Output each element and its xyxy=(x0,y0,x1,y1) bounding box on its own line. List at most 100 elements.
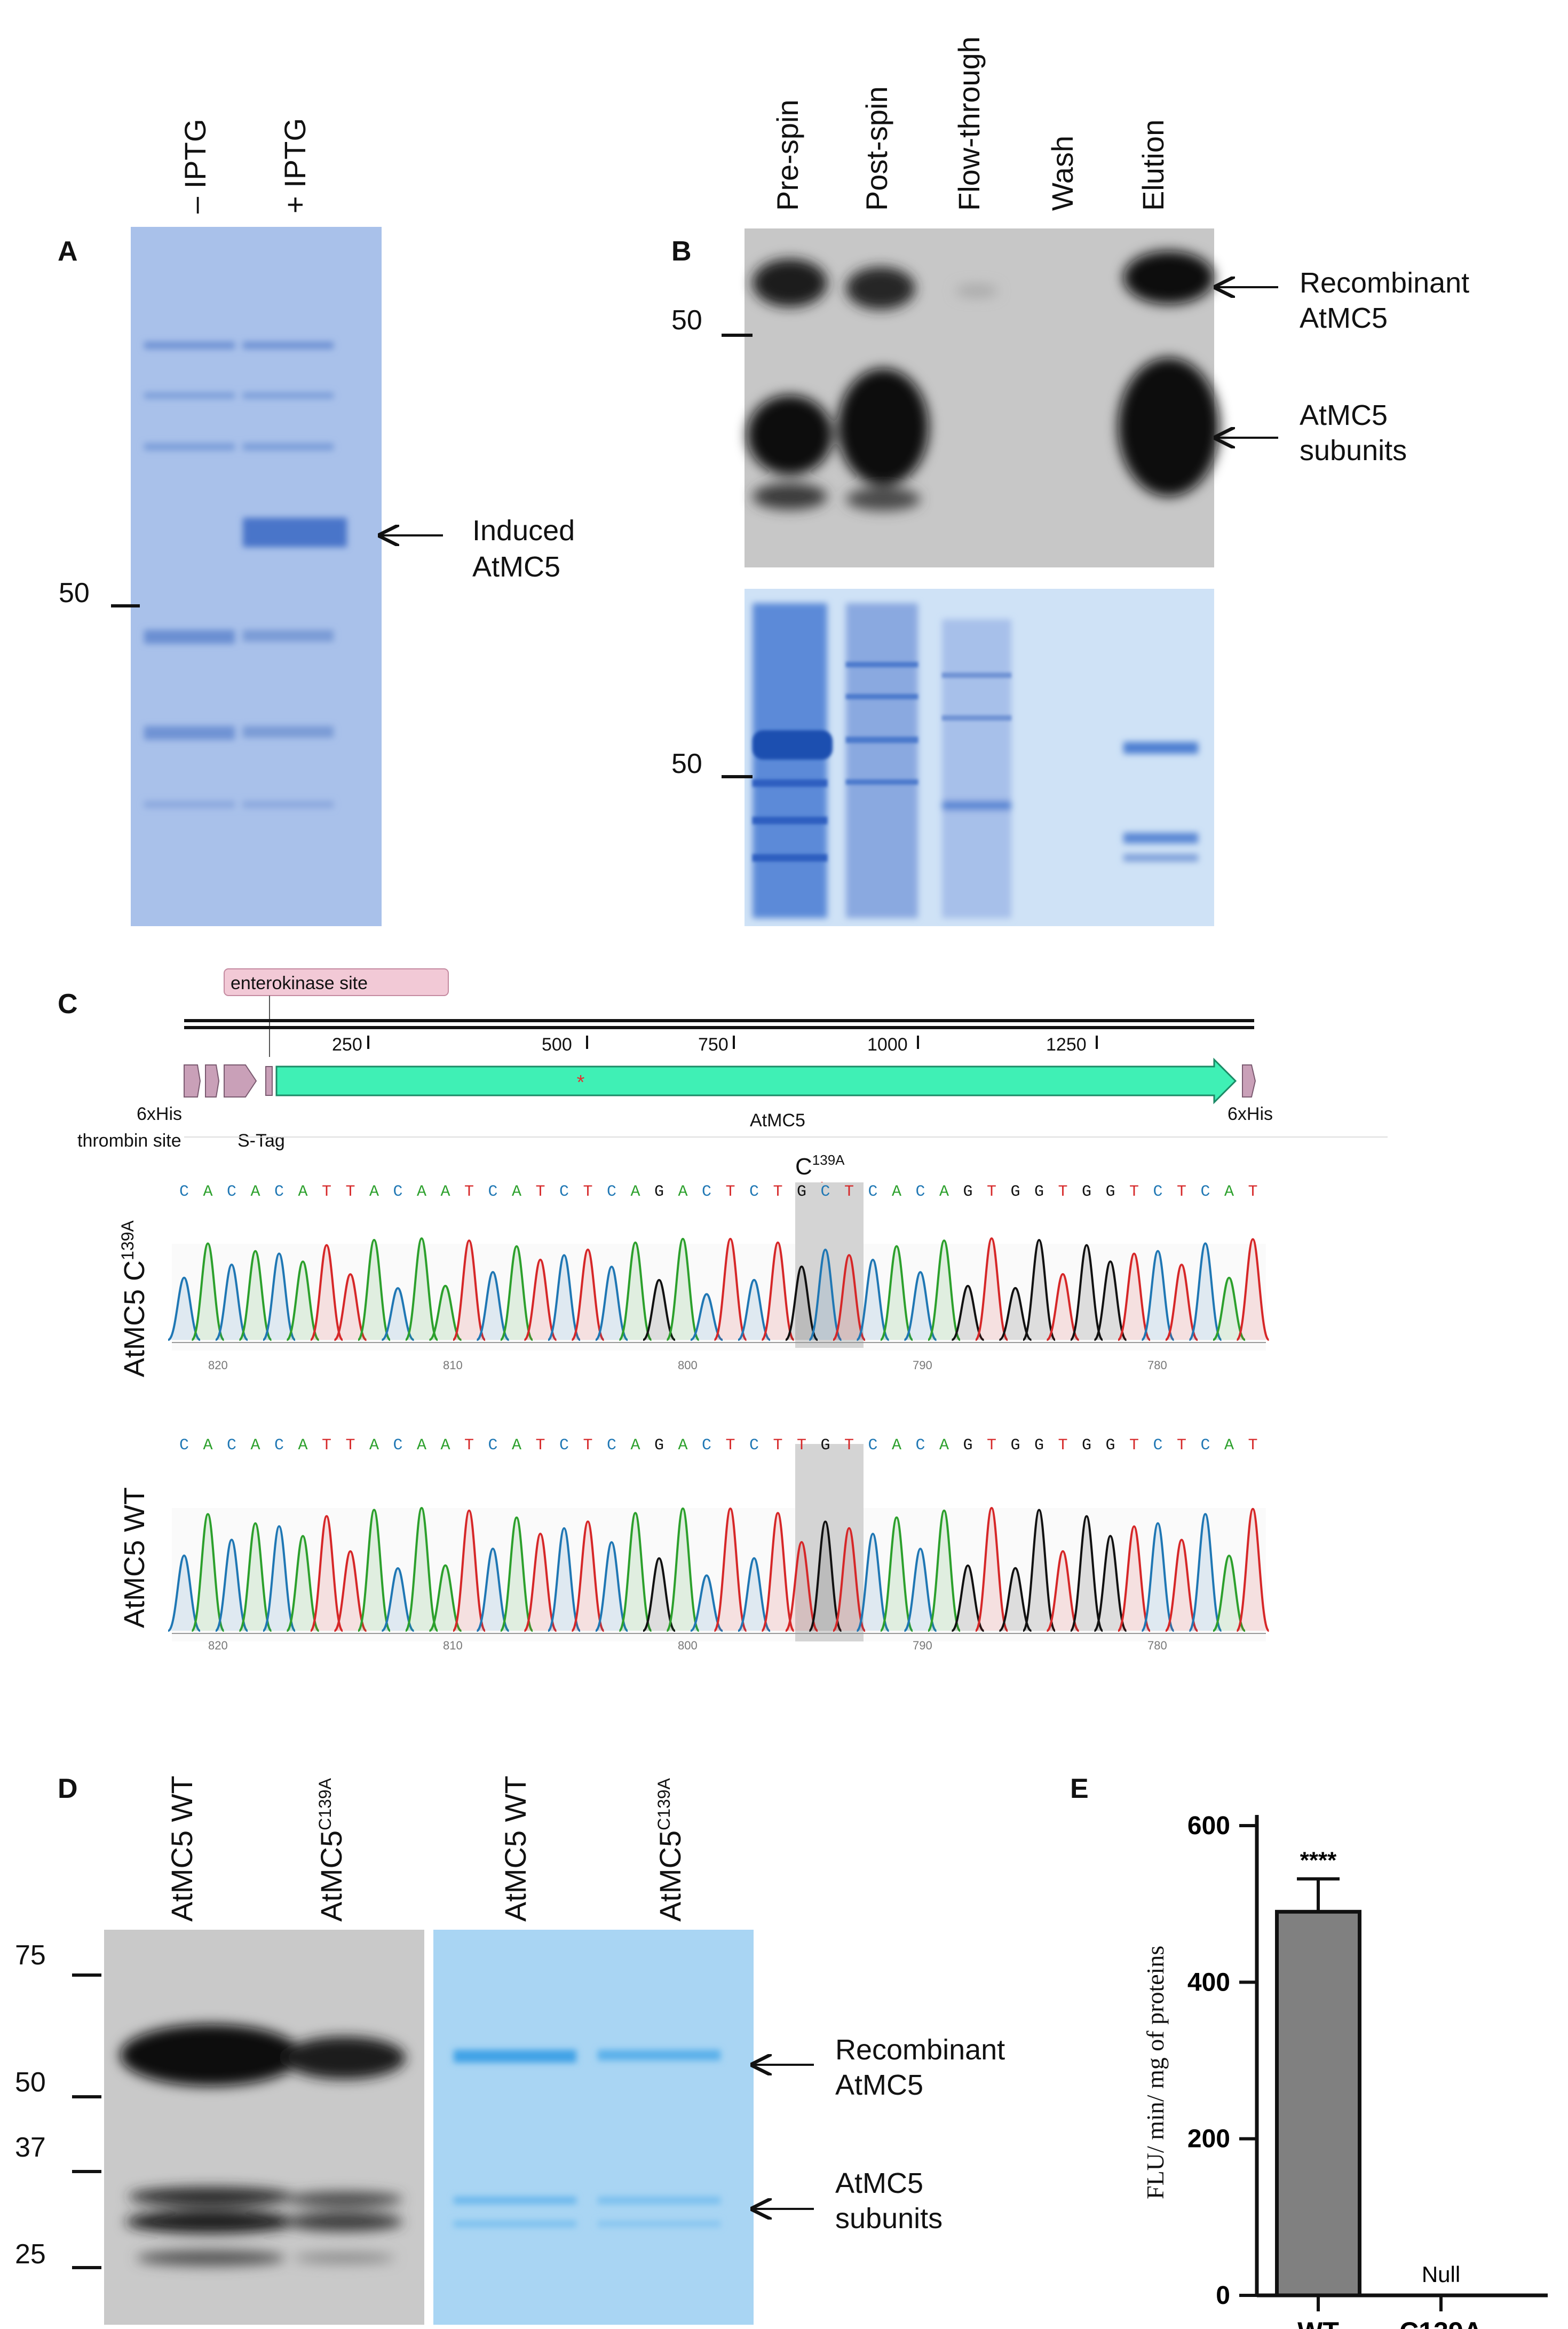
annotation-subunits-b-line2: subunits xyxy=(1300,435,1407,467)
trace-peak xyxy=(238,1250,273,1341)
panel-c: C enterokinase site 250 500 750 1000 125… xyxy=(58,968,1388,1652)
base-letter: C xyxy=(393,1183,402,1201)
base-letter: C xyxy=(179,1183,189,1201)
annotation-subunits-d-line2: subunits xyxy=(835,2202,943,2235)
trace-peak xyxy=(571,1248,605,1341)
base-letter: T xyxy=(1248,1183,1257,1201)
trace-peak xyxy=(1094,1260,1127,1341)
base-letter: C xyxy=(607,1436,616,1455)
position-label: 800 xyxy=(678,1359,698,1372)
base-letter: C xyxy=(702,1436,711,1455)
trace-peak xyxy=(595,1265,629,1341)
trace-peak xyxy=(286,1260,320,1341)
significance-label: **** xyxy=(1300,1848,1337,1874)
marker-25-d: 25 xyxy=(15,2239,46,2270)
bar-wt xyxy=(1275,1909,1361,2298)
trace-peak xyxy=(1070,1515,1104,1632)
position-label: 780 xyxy=(1147,1639,1167,1652)
trace-peak xyxy=(666,1237,700,1341)
base-letter: T xyxy=(773,1183,782,1201)
enterokinase-label: enterokinase site xyxy=(231,973,368,993)
feature-label-his1: 6xHis xyxy=(137,1104,182,1124)
trace-peak xyxy=(618,1512,653,1632)
base-letter: T xyxy=(1129,1436,1139,1455)
trace-peak xyxy=(405,1237,439,1341)
trace-peak xyxy=(262,1525,296,1632)
trace-peak xyxy=(1046,1273,1080,1341)
base-letter: A xyxy=(203,1436,212,1455)
trace-peak xyxy=(215,1538,249,1632)
base-letter: T xyxy=(535,1436,545,1455)
trace-peak xyxy=(713,1507,748,1632)
trace-peak xyxy=(642,1557,676,1632)
feature-label-gene: AtMC5 xyxy=(750,1110,805,1131)
trace-peak xyxy=(500,1516,534,1632)
base-letter: C xyxy=(488,1183,497,1201)
trace-peak xyxy=(334,1273,367,1341)
panel-a-label: A xyxy=(58,236,78,267)
base-letter: C xyxy=(393,1436,402,1455)
y-tick-label: 0 xyxy=(1216,2281,1230,2310)
base-letter: A xyxy=(369,1183,379,1201)
trace-peak xyxy=(310,1244,344,1341)
base-letter: C xyxy=(227,1436,236,1455)
base-letter: G xyxy=(963,1436,972,1455)
trace-peak xyxy=(880,1245,914,1341)
base-letter: T xyxy=(464,1183,474,1201)
wt-row-label: AtMC5 WT xyxy=(118,1487,151,1628)
base-letter: A xyxy=(939,1436,949,1455)
trace-peak xyxy=(1070,1244,1104,1341)
lane-label-wash: Wash xyxy=(1046,136,1079,211)
trace-peak xyxy=(167,1554,201,1632)
trace-peak xyxy=(737,1278,771,1341)
base-letter: A xyxy=(939,1183,949,1201)
trace-peak xyxy=(286,1535,320,1632)
trace-peak xyxy=(381,1567,415,1632)
marker-50-a: 50 xyxy=(59,578,90,609)
annotation-subunits-d-line1: AtMC5 xyxy=(835,2167,923,2199)
feature-label-his2: 6xHis xyxy=(1228,1104,1273,1124)
base-letter: A xyxy=(250,1436,260,1455)
trace-peak xyxy=(999,1287,1032,1341)
trace-peak xyxy=(666,1507,700,1632)
trace-peak xyxy=(1022,1509,1056,1632)
annotation-recombinant-d-line1: Recombinant xyxy=(835,2034,1005,2066)
base-letter: C xyxy=(607,1183,616,1201)
base-letter: A xyxy=(298,1183,307,1201)
trace-peak xyxy=(927,1239,961,1341)
trace-peak xyxy=(191,1242,225,1341)
base-letter: T xyxy=(583,1183,592,1201)
trace-peak xyxy=(1188,1242,1223,1341)
position-label: 800 xyxy=(678,1639,698,1652)
base-letter: T xyxy=(773,1436,782,1455)
atmc5-gene-arrow xyxy=(275,1057,1237,1104)
trace-peak xyxy=(951,1285,985,1341)
annotation-recombinant-d-line2: AtMC5 xyxy=(835,2069,923,2101)
panel-b-label: B xyxy=(671,236,692,267)
base-letter: A xyxy=(892,1183,901,1201)
base-letter: A xyxy=(1224,1436,1234,1455)
coomassie-gel-b xyxy=(745,589,1214,926)
trace-peak xyxy=(524,1258,557,1341)
base-letter: C xyxy=(179,1436,189,1455)
base-letter: G xyxy=(963,1183,972,1201)
trace-peak xyxy=(547,1527,581,1632)
trace-peak xyxy=(713,1237,748,1341)
trace-peak xyxy=(618,1241,653,1341)
base-letter: C xyxy=(749,1183,759,1201)
base-letter: T xyxy=(725,1436,735,1455)
trace-peak xyxy=(1141,1522,1175,1632)
base-letter: G xyxy=(1010,1183,1020,1201)
trace-peak xyxy=(975,1507,1009,1632)
position-label: 790 xyxy=(913,1639,932,1652)
trace-peak xyxy=(904,1271,937,1341)
annotation-recombinant-b-line2: AtMC5 xyxy=(1300,302,1388,334)
trace-peak xyxy=(357,1238,391,1341)
trace-peak xyxy=(1022,1238,1056,1341)
marker-75-d: 75 xyxy=(15,1940,46,1971)
mutation-label: C139A xyxy=(795,1152,845,1180)
base-letter: C xyxy=(868,1183,877,1201)
base-letter: T xyxy=(1058,1183,1067,1201)
trace-peak xyxy=(1141,1250,1175,1341)
